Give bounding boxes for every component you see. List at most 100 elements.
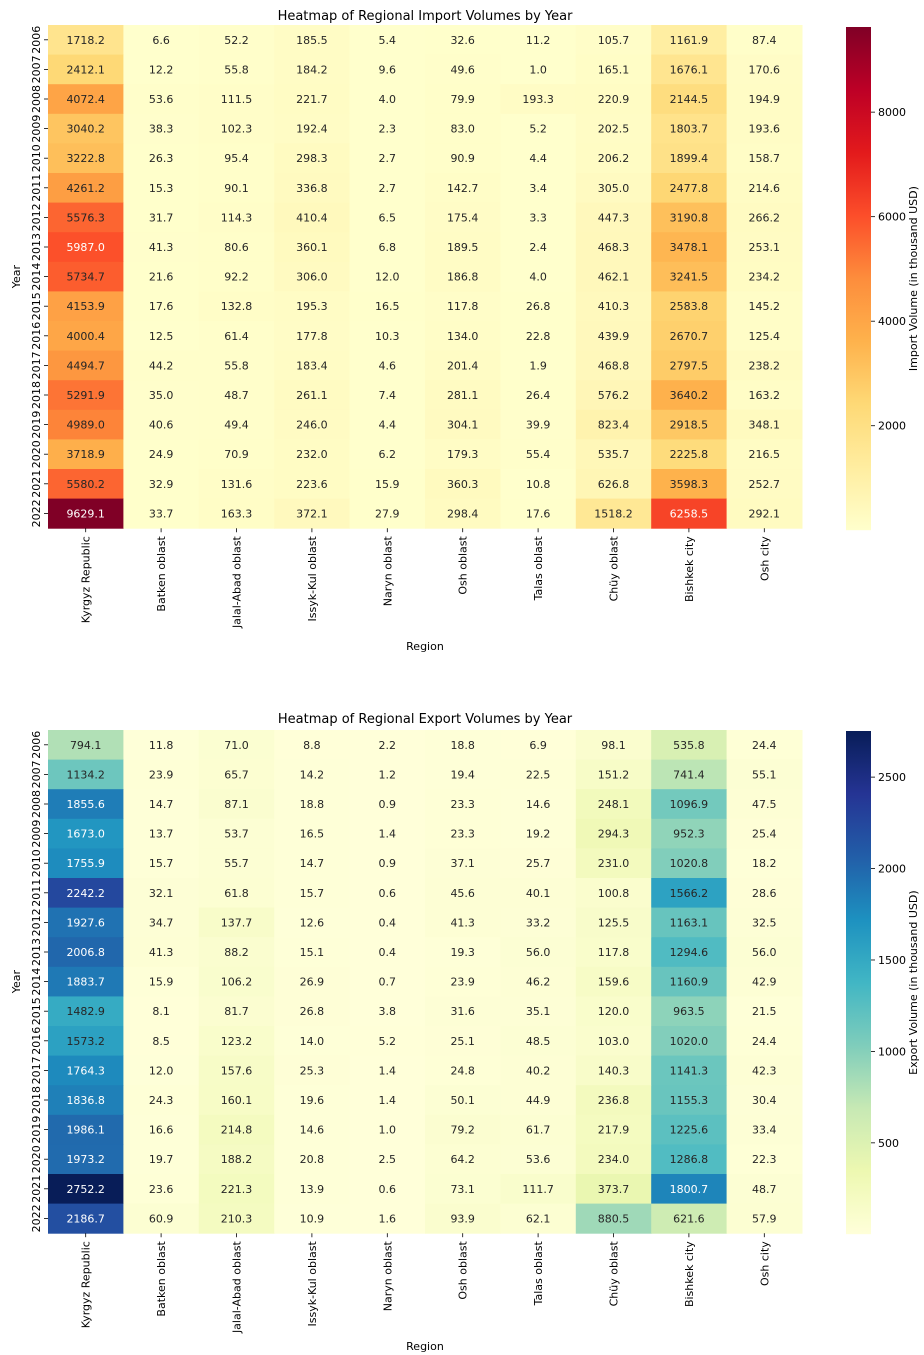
heatmap-cell <box>425 818 501 849</box>
cell-value-label: 42.3 <box>752 1064 777 1077</box>
cell-value-label: 952.3 <box>673 828 705 841</box>
cell-value-label: 41.3 <box>149 241 174 254</box>
heatmap-cell <box>198 409 275 440</box>
heatmap-cell <box>500 818 577 849</box>
heatmap-cell <box>274 469 351 500</box>
heatmap-cell <box>48 498 124 529</box>
heatmap-cell <box>726 1085 803 1116</box>
cell-value-label: 23.9 <box>149 768 174 781</box>
cell-value-label: 80.6 <box>224 241 249 254</box>
cell-value-label: 1566.2 <box>670 887 709 900</box>
cell-value-label: 6258.5 <box>670 507 709 520</box>
heatmap-cell <box>274 409 351 440</box>
cell-value-label: 1518.2 <box>594 507 633 520</box>
cell-value-label: 26.9 <box>300 976 325 989</box>
y-tick-label: 2018 <box>30 381 43 409</box>
cell-value-label: 125.4 <box>749 330 781 343</box>
cell-value-label: 193.3 <box>522 93 554 106</box>
heatmap-cell <box>651 848 728 879</box>
y-tick-label: 2017 <box>30 1056 43 1084</box>
cell-value-label: 142.7 <box>447 182 479 195</box>
cell-value-label: 1141.3 <box>670 1064 709 1077</box>
cell-value-label: 231.0 <box>598 857 630 870</box>
heatmap-cell <box>651 966 728 997</box>
heatmap-cell <box>500 498 577 529</box>
cell-value-label: 19.2 <box>526 828 551 841</box>
heatmap-cell <box>651 173 728 204</box>
cell-value-label: 53.6 <box>526 1153 551 1166</box>
heatmap-cell <box>575 439 652 470</box>
heatmap-cell <box>198 878 275 909</box>
heatmap-cell <box>198 1085 275 1116</box>
chart-title: Heatmap of Regional Import Volumes by Ye… <box>278 9 574 24</box>
cell-value-label: 25.3 <box>300 1064 325 1077</box>
cell-value-label: 25.4 <box>752 828 777 841</box>
heatmap-cell <box>48 818 124 849</box>
x-tick-label: Osh city <box>758 536 771 581</box>
cell-value-label: 4072.4 <box>66 93 105 106</box>
cell-value-label: 10.9 <box>300 1212 325 1225</box>
heatmap-cell <box>349 1085 426 1116</box>
heatmap-cell <box>500 1026 577 1057</box>
heatmap-cell <box>349 498 426 529</box>
heatmap-cell <box>726 291 803 322</box>
heatmap-cell <box>500 350 577 381</box>
cell-value-label: 12.2 <box>149 63 174 76</box>
cell-value-label: 13.9 <box>300 1183 325 1196</box>
cell-value-label: 3.3 <box>529 211 547 224</box>
heatmap-cell <box>48 1144 124 1175</box>
cell-value-label: 3.8 <box>379 1005 397 1018</box>
heatmap-cell <box>123 350 200 381</box>
cell-value-label: 71.0 <box>224 739 249 752</box>
heatmap-cell <box>48 84 124 115</box>
cell-value-label: 410.4 <box>296 211 328 224</box>
cell-value-label: 179.3 <box>447 448 479 461</box>
heatmap-cell <box>726 759 803 790</box>
heatmap-cell <box>349 350 426 381</box>
y-tick-label: 2019 <box>30 411 43 439</box>
heatmap-cell <box>123 937 200 968</box>
cell-value-label: 1973.2 <box>66 1153 105 1166</box>
heatmap-cell <box>123 409 200 440</box>
cell-value-label: 52.2 <box>224 34 249 47</box>
cell-value-label: 535.8 <box>673 739 705 752</box>
cell-value-label: 3241.5 <box>670 271 709 284</box>
heatmap-cell <box>500 848 577 879</box>
heatmap-cell <box>425 1203 501 1234</box>
heatmap-cell <box>123 818 200 849</box>
cell-value-label: 1160.9 <box>670 976 709 989</box>
heatmap-cell <box>500 1055 577 1086</box>
cell-value-label: 50.1 <box>450 1094 475 1107</box>
heatmap-cell <box>274 730 351 761</box>
heatmap-cell <box>651 261 728 292</box>
cell-value-label: 298.4 <box>447 507 479 520</box>
cell-value-label: 2144.5 <box>670 93 709 106</box>
cell-value-label: 26.8 <box>300 1005 325 1018</box>
cell-value-label: 145.2 <box>749 300 781 313</box>
heatmap-cell <box>651 439 728 470</box>
heatmap-cell <box>500 439 577 470</box>
heatmap-cell <box>123 1203 200 1234</box>
heatmap-cell <box>198 1026 275 1057</box>
cell-value-label: 447.3 <box>598 211 630 224</box>
cell-value-label: 2006.8 <box>66 946 105 959</box>
cell-value-label: 6.6 <box>152 34 170 47</box>
heatmap-cell <box>575 291 652 322</box>
heatmap-cell <box>575 966 652 997</box>
cell-value-label: 1676.1 <box>670 63 709 76</box>
x-tick-label: Naryn oblast <box>381 536 394 607</box>
x-tick-label: Batken oblast <box>155 536 168 612</box>
heatmap-cell <box>349 54 426 85</box>
cell-value-label: 7.4 <box>379 389 397 402</box>
cell-value-label: 221.3 <box>221 1183 253 1196</box>
cell-value-label: 189.5 <box>447 241 479 254</box>
cell-value-label: 1020.8 <box>670 857 709 870</box>
heatmap-cell <box>274 173 351 204</box>
y-tick-label: 2012 <box>30 908 43 936</box>
cell-value-label: 4261.2 <box>66 182 105 195</box>
heatmap-cell <box>425 84 501 115</box>
cell-value-label: 18.8 <box>450 739 475 752</box>
cell-value-label: 626.8 <box>598 478 630 491</box>
cell-value-label: 49.4 <box>224 419 249 432</box>
